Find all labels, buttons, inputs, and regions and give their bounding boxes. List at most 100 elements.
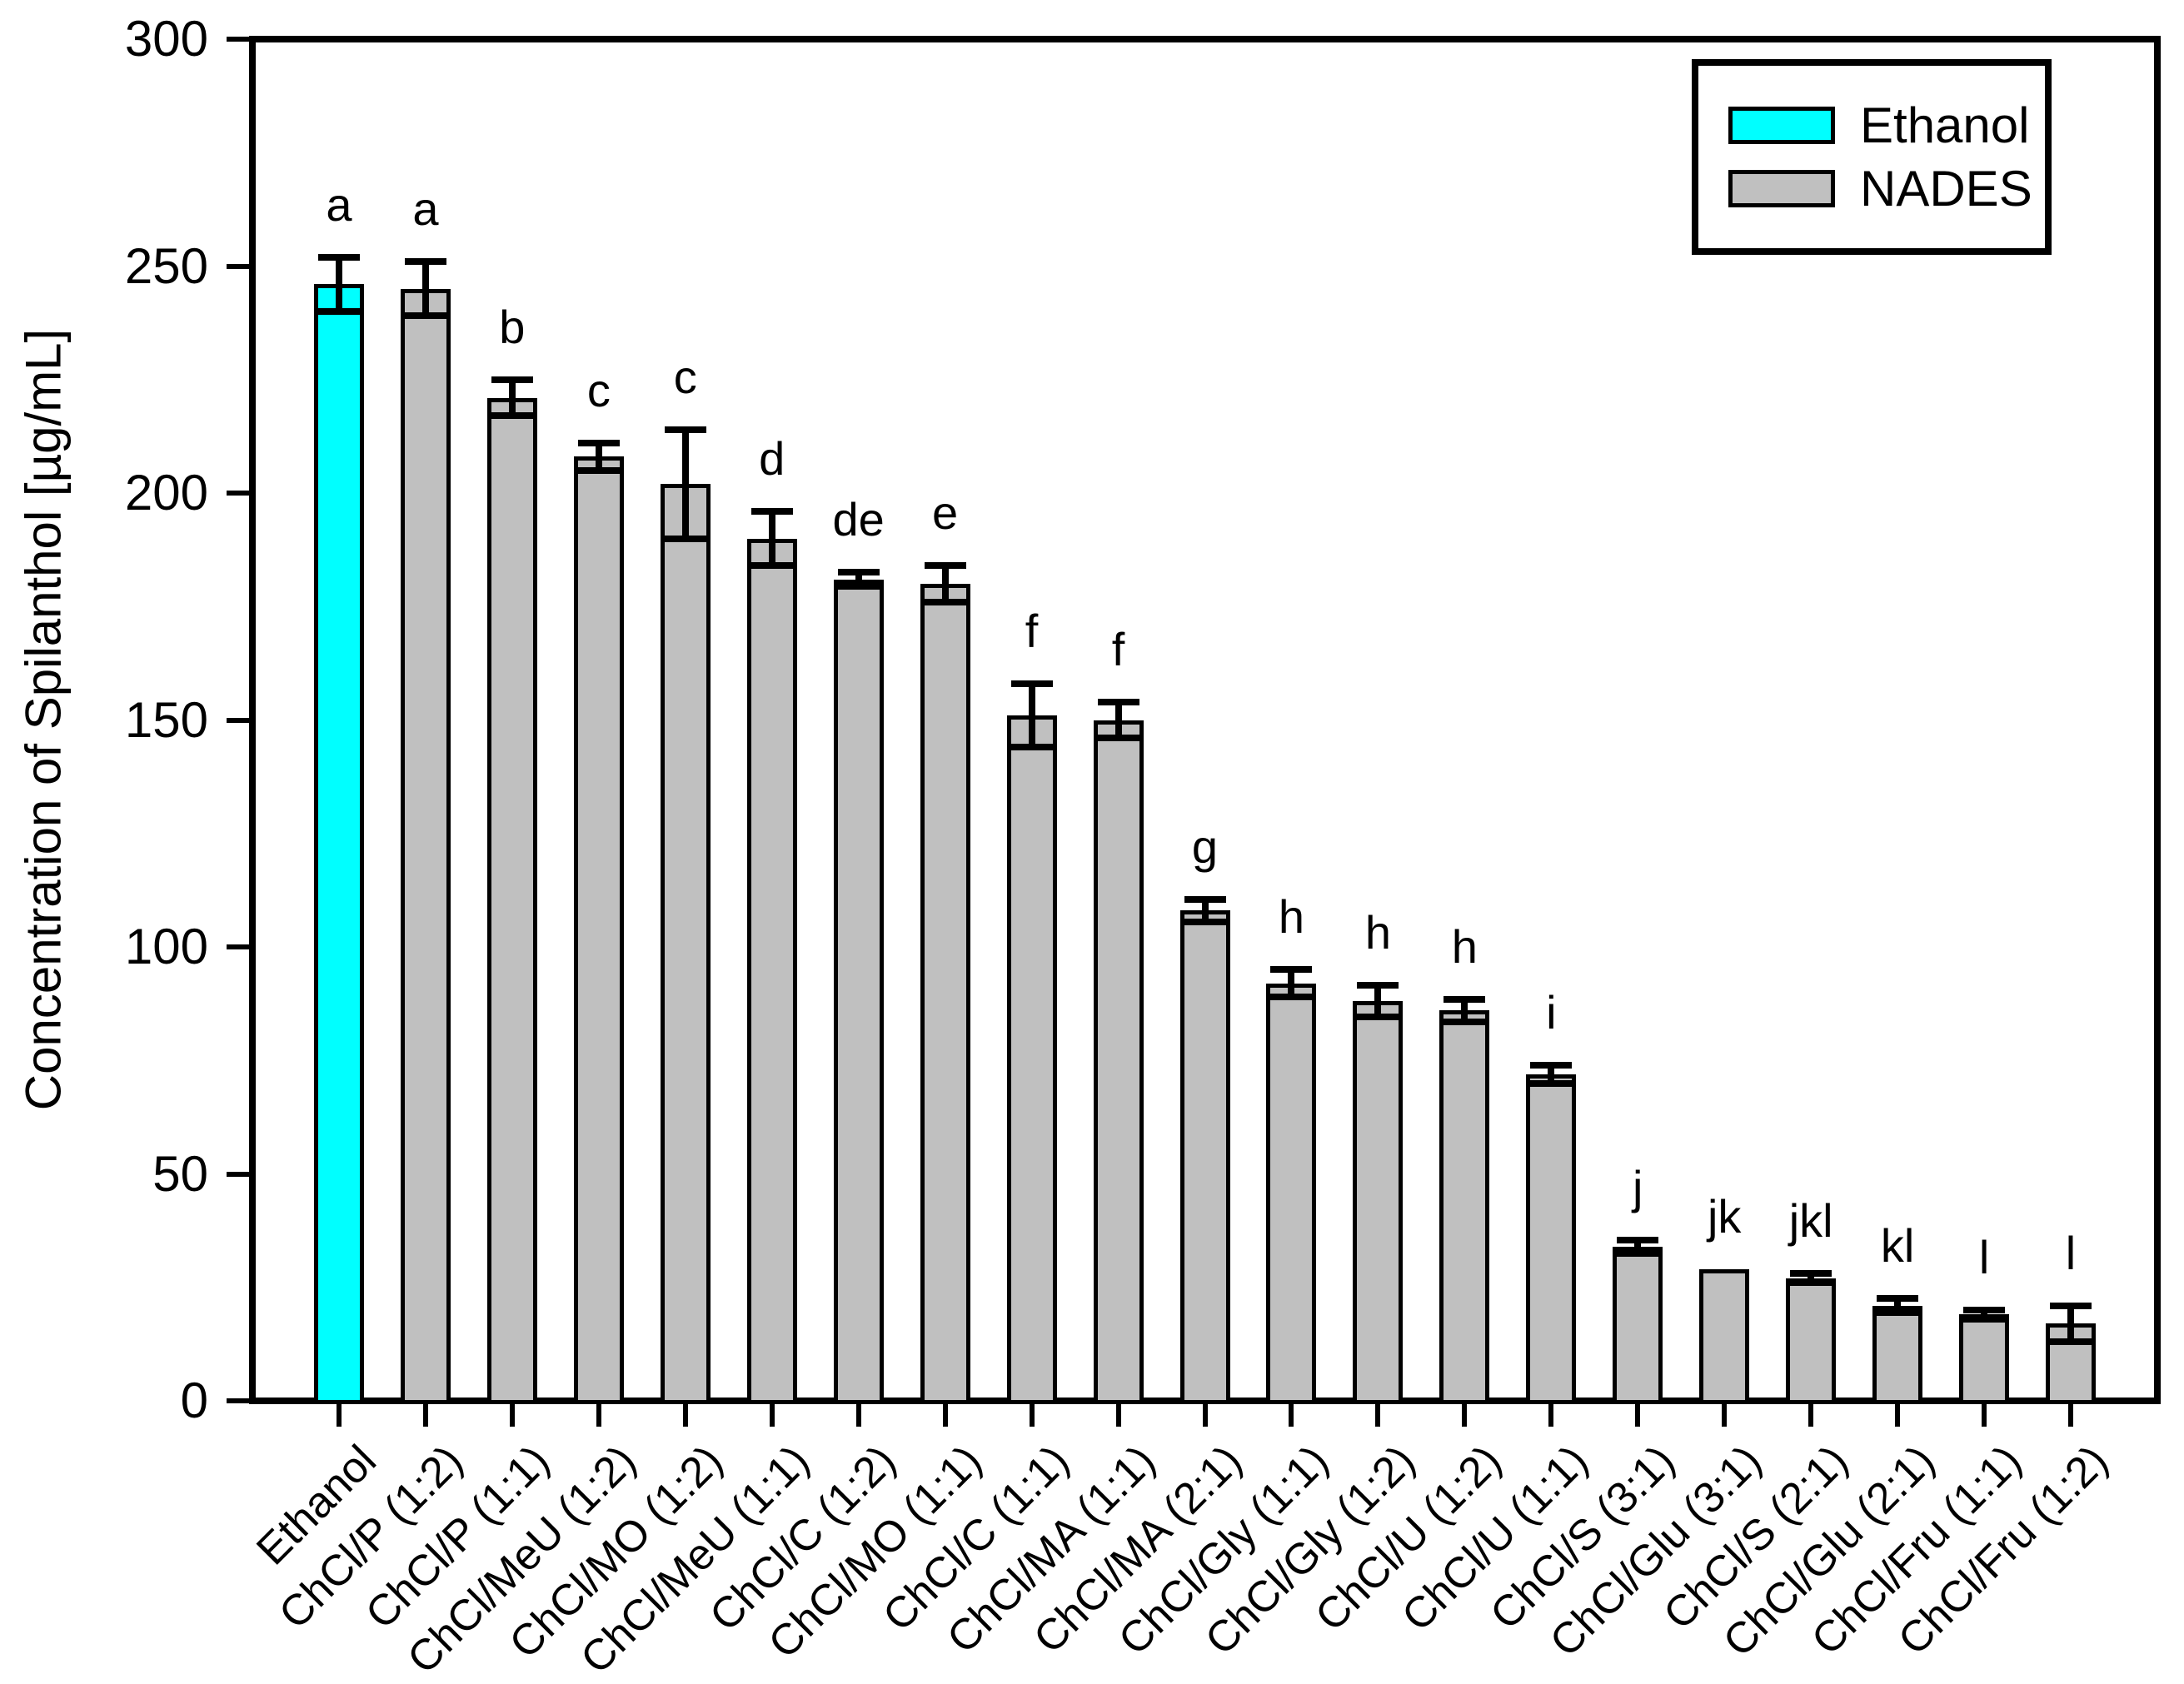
error-bar-cap-top bbox=[664, 426, 706, 433]
x-tick bbox=[1202, 1404, 1208, 1427]
significance-letter: c bbox=[586, 364, 611, 417]
x-tick bbox=[336, 1404, 342, 1427]
bar bbox=[1959, 1314, 2010, 1404]
error-bar-whisker bbox=[335, 257, 342, 311]
significance-letter: kl bbox=[1880, 1219, 1915, 1273]
error-bar-cap-top bbox=[1963, 1307, 2006, 1313]
error-bar-cap-top bbox=[2050, 1302, 2092, 1309]
x-tick bbox=[1722, 1404, 1728, 1427]
significance-letter: l bbox=[1978, 1231, 1990, 1283]
error-bar-cap-top bbox=[1444, 995, 1486, 1003]
significance-letter: g bbox=[1191, 820, 1219, 873]
error-bar-cap-bottom bbox=[404, 312, 446, 320]
bar bbox=[1006, 715, 1057, 1404]
error-bar-whisker bbox=[421, 262, 429, 316]
y-tick bbox=[227, 1398, 249, 1403]
error-bar-cap-bottom bbox=[837, 582, 880, 590]
bar bbox=[400, 288, 451, 1404]
legend-item-ethanol: Ethanol bbox=[1728, 97, 2045, 153]
error-bar-cap-top bbox=[491, 376, 533, 383]
legend: Ethanol NADES bbox=[1692, 59, 2052, 255]
significance-letter: jkl bbox=[1788, 1194, 1833, 1248]
error-bar-whisker bbox=[2067, 1305, 2075, 1343]
bar bbox=[573, 456, 624, 1404]
significance-letter: i bbox=[1546, 985, 1557, 1039]
error-bar-cap-top bbox=[924, 562, 966, 570]
bar bbox=[1786, 1278, 1837, 1404]
x-tick bbox=[1808, 1404, 1814, 1427]
significance-letter: a bbox=[412, 182, 439, 236]
y-tick-label: 150 bbox=[124, 691, 208, 748]
x-tick bbox=[682, 1404, 688, 1427]
significance-letter: h bbox=[1364, 906, 1391, 959]
error-bar-whisker bbox=[1634, 1239, 1642, 1253]
x-tick bbox=[1115, 1404, 1121, 1427]
error-bar-whisker bbox=[1201, 899, 1209, 923]
plot-frame-right bbox=[2154, 36, 2161, 1404]
x-tick bbox=[509, 1404, 515, 1427]
error-bar-cap-bottom bbox=[1184, 919, 1226, 926]
error-bar-cap-bottom bbox=[1617, 1249, 1659, 1257]
error-bar-cap-top bbox=[1617, 1236, 1659, 1243]
error-bar-whisker bbox=[681, 429, 689, 539]
plot-frame-top bbox=[249, 36, 2161, 42]
bar bbox=[486, 397, 537, 1404]
error-bar-cap-top bbox=[1010, 680, 1053, 687]
error-bar-cap-top bbox=[1357, 982, 1399, 989]
y-tick bbox=[227, 491, 249, 496]
error-bar-cap-top bbox=[837, 569, 880, 576]
significance-letter: c bbox=[673, 350, 697, 403]
error-bar-cap-bottom bbox=[1963, 1315, 2006, 1323]
x-tick bbox=[855, 1404, 861, 1427]
x-tick bbox=[2068, 1404, 2074, 1427]
x-tick bbox=[1895, 1404, 1901, 1427]
error-bar-cap-bottom bbox=[1270, 993, 1313, 1000]
x-tick bbox=[769, 1404, 775, 1427]
significance-letter: b bbox=[499, 300, 526, 353]
x-tick bbox=[1462, 1404, 1468, 1427]
significance-letter: f bbox=[1025, 604, 1039, 657]
x-tick bbox=[1635, 1404, 1641, 1427]
significance-letter: de bbox=[832, 493, 885, 546]
error-bar-whisker bbox=[1808, 1273, 1815, 1283]
error-bar-cap-bottom bbox=[1530, 1079, 1573, 1087]
error-bar-cap-top bbox=[1184, 895, 1226, 903]
legend-swatch-nades bbox=[1728, 170, 1835, 207]
error-bar-whisker bbox=[941, 565, 949, 602]
error-bar-cap-bottom bbox=[1097, 735, 1139, 742]
significance-letter: h bbox=[1278, 890, 1305, 944]
error-bar-whisker bbox=[1894, 1298, 1902, 1313]
error-bar-cap-bottom bbox=[1877, 1308, 1919, 1316]
significance-letter: j bbox=[1633, 1160, 1643, 1213]
y-tick bbox=[227, 1171, 249, 1177]
bar bbox=[1699, 1268, 1750, 1404]
y-tick-label: 0 bbox=[180, 1373, 208, 1428]
bar bbox=[1093, 720, 1144, 1404]
error-bar-whisker bbox=[595, 443, 602, 471]
significance-letter: h bbox=[1451, 919, 1478, 973]
error-bar-cap-bottom bbox=[577, 466, 620, 474]
y-tick bbox=[227, 263, 249, 269]
error-bar-whisker bbox=[1548, 1064, 1555, 1084]
error-bar-cap-top bbox=[750, 507, 793, 515]
bar bbox=[1613, 1246, 1663, 1404]
bar bbox=[1526, 1074, 1577, 1404]
y-tick-label: 100 bbox=[124, 919, 208, 974]
y-tick-label: 50 bbox=[152, 1145, 208, 1202]
bar bbox=[1179, 910, 1230, 1404]
error-bar-whisker bbox=[1114, 701, 1122, 739]
error-bar-whisker bbox=[1028, 683, 1035, 748]
bar bbox=[1353, 1001, 1404, 1404]
bar bbox=[1266, 983, 1317, 1404]
x-tick bbox=[1029, 1404, 1035, 1427]
error-bar-cap-top bbox=[317, 253, 360, 261]
error-bar-cap-bottom bbox=[2050, 1338, 2092, 1346]
significance-letter: a bbox=[326, 177, 352, 231]
x-tick bbox=[1548, 1404, 1554, 1427]
bar bbox=[1872, 1305, 1923, 1404]
significance-letter: d bbox=[759, 431, 785, 485]
error-bar-cap-top bbox=[577, 440, 620, 447]
legend-label-ethanol: Ethanol bbox=[1860, 97, 2030, 153]
bar bbox=[746, 538, 797, 1404]
